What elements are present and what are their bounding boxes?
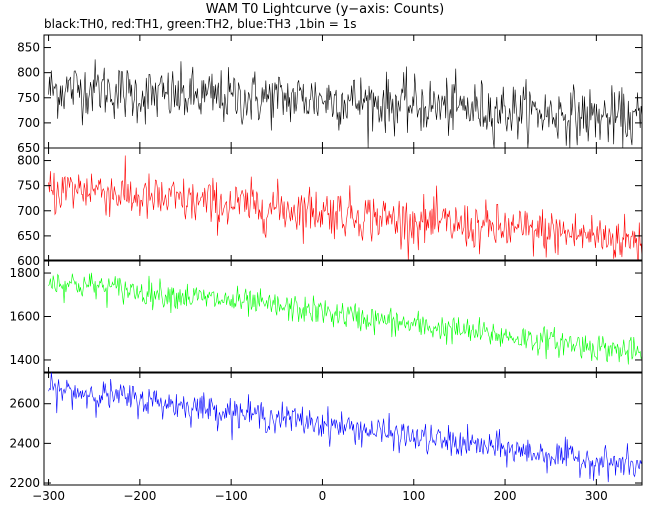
panel-th2: 1400 1600 1800 [9, 259, 643, 374]
y-tick-label: 650 [17, 229, 40, 243]
x-tick-label: −200 [123, 489, 156, 503]
panel-th3: 2200 2400 2600 [9, 371, 643, 490]
y-tick-label: 850 [17, 41, 40, 55]
series-th3-line [48, 371, 643, 483]
y-tick-label: 750 [17, 91, 40, 105]
y-tick-label: 700 [17, 116, 40, 130]
x-tick-label: 0 [319, 489, 327, 503]
x-tick-label: −100 [215, 489, 248, 503]
series-th1-line [48, 155, 643, 262]
panel-th0: 650 700 750 800 850 [17, 34, 643, 155]
x-axis: −300 −200 −100 0 100 200 300 [32, 489, 608, 503]
panel-th1: 600 650 700 750 800 [17, 147, 643, 268]
y-tick-label: 1600 [9, 310, 40, 324]
x-tick-label: 200 [494, 489, 517, 503]
y-tick-label: 800 [17, 66, 40, 80]
y-tick-label: 750 [17, 179, 40, 193]
chart-title: WAM T0 Lightcurve (y−axis: Counts) [206, 2, 444, 17]
y-tick-label: 2200 [9, 476, 40, 490]
series-th0-line [48, 59, 643, 149]
y-tick-label: 700 [17, 204, 40, 218]
y-tick-label: 1400 [9, 353, 40, 367]
series-th2-line [48, 272, 643, 365]
y-tick-label: 800 [17, 154, 40, 168]
panels-group: 650 700 750 800 850 600 650 700 750 800 1400 1600 18… [9, 34, 643, 490]
y-tick-label: 2400 [9, 436, 40, 450]
x-tick-label: 300 [585, 489, 608, 503]
panel-frame [43, 34, 643, 149]
y-tick-label: 2600 [9, 397, 40, 411]
y-tick-label: 1800 [9, 266, 40, 280]
chart-subtitle: black:TH0, red:TH1, green:TH2, blue:TH3 … [44, 17, 357, 31]
x-tick-label: −300 [32, 489, 65, 503]
x-tick-label: 100 [402, 489, 425, 503]
panel-frame [43, 147, 643, 262]
y-tick-label: 600 [17, 254, 40, 268]
y-tick-label: 650 [17, 141, 40, 155]
panel-frame [43, 259, 643, 374]
panel-frame [43, 371, 643, 486]
